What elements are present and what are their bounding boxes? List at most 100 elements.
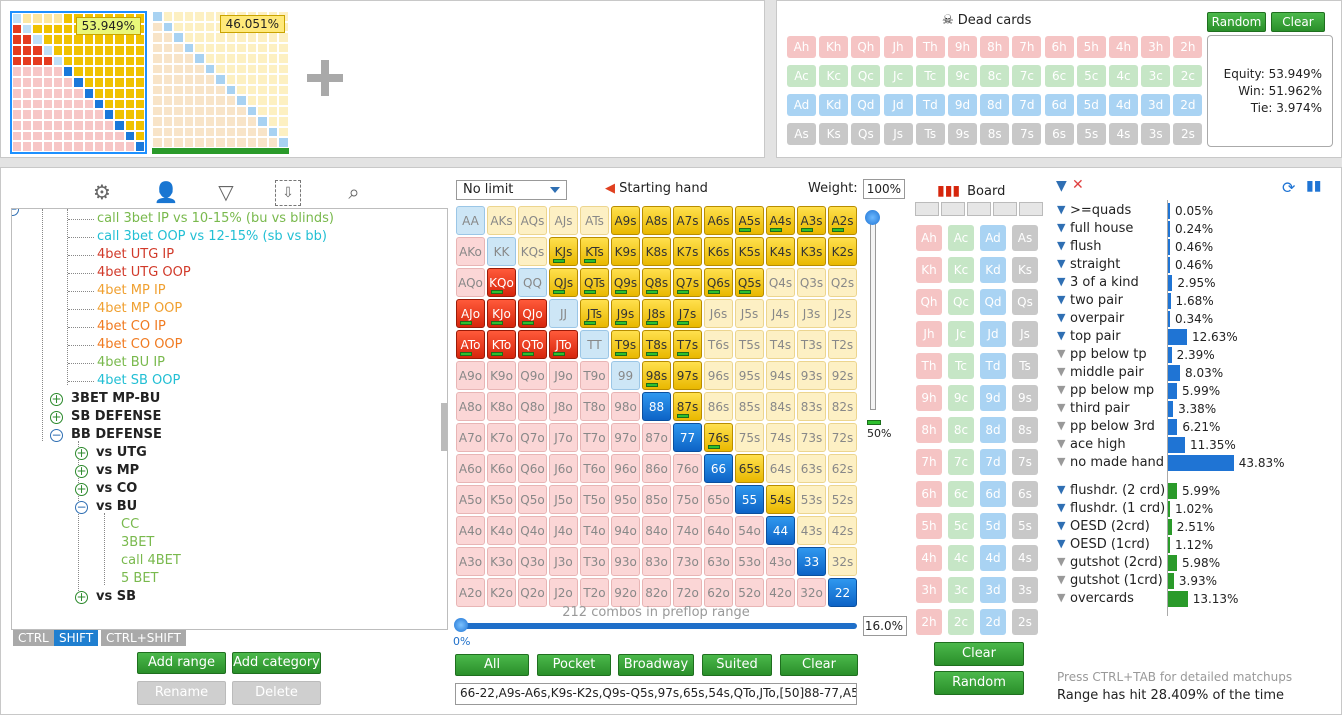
dead-card[interactable]: 2s [1173,123,1203,145]
hand-cell[interactable]: K8s [642,237,671,266]
tree-group-vs-sb[interactable]: vs SB [96,589,137,604]
board-card[interactable]: Tc [948,353,974,379]
dead-card[interactable]: 6h [1044,36,1074,58]
hand-cell[interactable]: A7s [673,206,702,235]
hand-cell[interactable]: 96s [704,361,733,390]
refresh-icon[interactable]: ⟳ [1282,178,1296,197]
board-card[interactable]: Td [980,353,1006,379]
hand-cell[interactable]: 32s [828,547,857,576]
hand-cell[interactable]: 76o [673,454,702,483]
hand-cell[interactable]: JJ [549,299,578,328]
hand-cell[interactable]: A8s [642,206,671,235]
hand-cell[interactable]: KK [487,237,516,266]
tree-range-item[interactable]: 4bet MP OOP [97,301,183,316]
board-card[interactable]: 8h [916,417,942,443]
tree-range-item[interactable]: 4bet BU IP [97,355,165,370]
hand-cell[interactable]: T4s [766,330,795,359]
board-card[interactable]: 4h [916,545,942,571]
dead-card[interactable]: 7s [1012,123,1042,145]
weight-input[interactable]: 100% [863,179,905,199]
dead-card[interactable]: Ks [819,123,849,145]
hand-cell[interactable]: 77 [673,423,702,452]
board-card[interactable]: 9d [980,385,1006,411]
range-suited-button[interactable]: Suited [702,654,772,676]
hand-cell[interactable]: ATs [580,206,609,235]
hand-cell[interactable]: 95o [611,485,640,514]
hand-cell[interactable]: 74s [766,423,795,452]
hand-cell[interactable]: KTo [487,330,516,359]
hand-cell[interactable]: A4s [766,206,795,235]
tree-group-3bet-mp-bu[interactable]: 3BET MP-BU [71,391,161,406]
stat-label[interactable]: flushdr. (1 crd) [1070,501,1166,516]
tree-scrollbar[interactable] [441,403,447,451]
hand-cell[interactable]: T4o [580,516,609,545]
hand-cell[interactable]: Q5o [518,485,547,514]
hand-cell[interactable]: J2s [828,299,857,328]
hand-cell[interactable]: 64o [704,516,733,545]
hand-cell[interactable]: KQs [518,237,547,266]
stat-label[interactable]: third pair [1070,401,1130,416]
stat-label[interactable]: overpair [1070,311,1125,326]
hand-cell[interactable]: 93s [797,361,826,390]
hand-cell[interactable]: 63o [704,547,733,576]
stat-label[interactable]: OESD (2crd) [1070,519,1150,534]
hand-cell[interactable]: QJo [518,299,547,328]
dead-card[interactable]: 8h [980,36,1010,58]
hand-cell[interactable]: 72o [673,578,702,607]
percent-input[interactable]: 16.0% [863,616,907,636]
hand-cell[interactable]: Q3s [797,268,826,297]
hand-cell[interactable]: AKs [487,206,516,235]
hand-cell[interactable]: A9o [456,361,485,390]
hand-cell[interactable]: 74o [673,516,702,545]
tab-ctrl-shift[interactable]: CTRL+SHIFT [101,630,186,646]
hand-cell[interactable]: 66 [704,454,733,483]
hand-cell[interactable]: QQ [518,268,547,297]
clear-filter-icon[interactable]: ✕ [1072,177,1084,193]
board-card[interactable]: 9c [948,385,974,411]
hand-cell[interactable]: AA [456,206,485,235]
hand-cell[interactable]: 85s [735,392,764,421]
hand-cell[interactable]: J2o [549,578,578,607]
range-clear-button[interactable]: Clear [780,654,858,676]
hand-cell[interactable]: 43s [797,516,826,545]
board-card[interactable]: Kh [916,257,942,283]
hand-cell[interactable]: 93o [611,547,640,576]
tree-group-5-bet[interactable]: 5 BET [121,571,159,586]
hand-cell[interactable]: AQo [456,268,485,297]
hand-cell[interactable]: K9o [487,361,516,390]
filter-icon[interactable]: ▼ [1057,311,1066,324]
stat-label[interactable]: no made hand [1070,455,1165,470]
hand-cell[interactable]: 99 [611,361,640,390]
hand-cell[interactable]: Q3o [518,547,547,576]
board-card[interactable]: 3h [916,577,942,603]
dead-card[interactable]: 9h [948,36,977,58]
hand-cell[interactable]: 88 [642,392,671,421]
board-card[interactable]: Jh [916,321,942,347]
delete-button[interactable]: Delete [232,681,321,705]
dead-card[interactable]: 2c [1173,65,1203,87]
hand-cell[interactable]: 32o [797,578,826,607]
dead-card[interactable]: Td [915,94,945,116]
board-card[interactable]: Ts [1012,353,1038,379]
hand-cell[interactable]: AKo [456,237,485,266]
dead-card[interactable]: Qs [851,123,881,145]
hand-cell[interactable]: JTs [580,299,609,328]
stat-label[interactable]: OESD (1crd) [1070,537,1150,552]
hand-cell[interactable]: 53o [735,547,764,576]
board-slot[interactable] [941,202,965,216]
dead-card[interactable]: 8d [980,94,1010,116]
hand-cell[interactable]: Q4o [518,516,547,545]
hand-cell[interactable]: KJs [549,237,578,266]
dead-card[interactable]: 9c [948,65,977,87]
hand-cell[interactable]: 73s [797,423,826,452]
board-card[interactable]: 5s [1012,513,1038,539]
tree-group-call-4bet[interactable]: call 4BET [121,553,181,568]
board-card[interactable]: 8s [1012,417,1038,443]
hand-cell[interactable]: A4o [456,516,485,545]
hand-cell[interactable]: AJo [456,299,485,328]
hand-cell[interactable]: T7o [580,423,609,452]
hand-cell[interactable]: K7o [487,423,516,452]
hand-cell[interactable]: 76s [704,423,733,452]
board-card[interactable]: Jc [948,321,974,347]
expand-icon[interactable]: + [75,590,88,604]
